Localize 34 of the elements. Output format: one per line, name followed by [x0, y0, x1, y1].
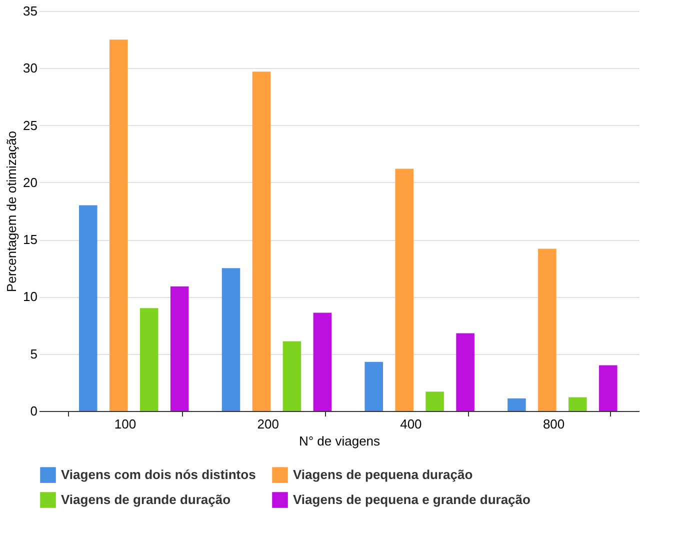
bar [395, 168, 414, 411]
bar [252, 72, 271, 411]
y-tick-label: 0 [30, 404, 38, 418]
y-tick-label: 30 [23, 60, 38, 76]
y-tick-label: 35 [23, 4, 38, 18]
legend-label: Viagens com dois nós distintos [61, 467, 256, 482]
bar [538, 248, 556, 411]
y-tick-label: 10 [23, 289, 38, 304]
bar [79, 205, 98, 411]
y-axis-title: Percentagem de otimização [4, 130, 20, 292]
y-tick-label: 15 [23, 232, 38, 248]
legend-label: Viagens de pequena e grande duração [293, 492, 531, 507]
bar [508, 398, 526, 411]
bar [170, 286, 189, 411]
bar [140, 308, 158, 411]
bar [426, 392, 444, 411]
x-tick-label: 400 [400, 416, 422, 432]
bar [109, 40, 128, 411]
x-axis-title: N° de viagens [298, 434, 381, 448]
bar [313, 312, 332, 411]
y-tick-label: 25 [23, 118, 38, 133]
bar [599, 365, 618, 411]
legend-label: Viagens de grande duração [61, 492, 231, 507]
x-tick-label: 100 [114, 416, 136, 432]
bar [456, 333, 474, 411]
bar [282, 341, 302, 411]
bar [222, 268, 240, 411]
bar [364, 362, 383, 411]
legend-label: Viagens de pequena duração [293, 467, 473, 482]
bar [568, 397, 587, 411]
x-tick-label: 200 [257, 416, 279, 432]
x-tick-label: 800 [542, 416, 565, 432]
y-tick-label: 20 [23, 174, 38, 190]
y-tick-label: 5 [30, 346, 38, 362]
